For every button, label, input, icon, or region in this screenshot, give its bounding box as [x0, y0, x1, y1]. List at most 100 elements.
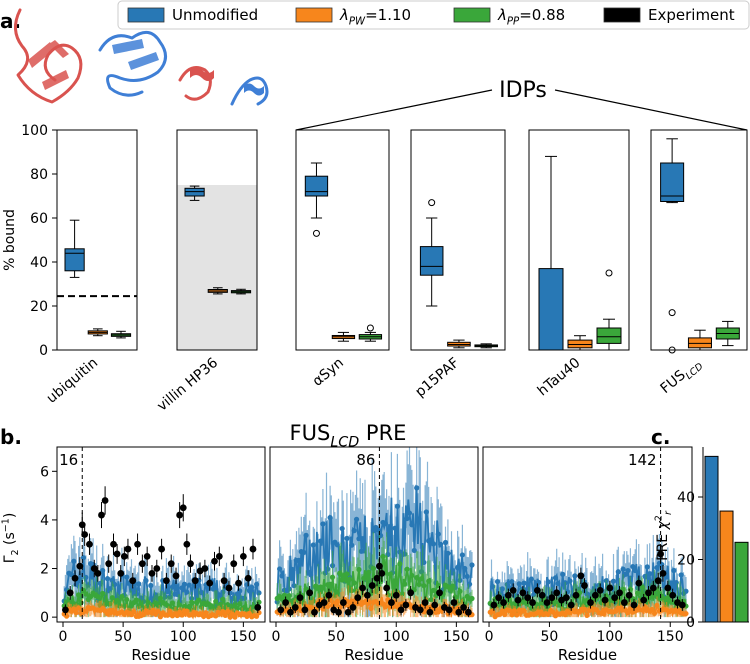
marker-unmodified — [625, 567, 631, 574]
marker-unmodified — [406, 510, 413, 516]
experiment-point — [148, 569, 156, 577]
marker-pw — [220, 609, 226, 615]
panel-label-b: b. — [0, 425, 22, 449]
marker-unmodified — [469, 562, 475, 568]
marker-pp — [186, 603, 192, 609]
marker-unmodified — [296, 557, 302, 563]
marker-unmodified — [438, 541, 444, 547]
marker-unmodified — [610, 578, 617, 584]
marker-pp — [66, 598, 72, 604]
marker-unmodified — [308, 572, 314, 578]
experiment-point — [378, 569, 386, 577]
category-panel-3: p15PAF — [410, 129, 506, 400]
marker-unmodified — [136, 581, 142, 587]
subplot-data — [61, 486, 262, 621]
experiment-point — [635, 579, 643, 587]
marker-pp — [430, 587, 437, 593]
experiment-point — [519, 589, 527, 597]
experiment-point — [562, 594, 570, 602]
marker-unmodified — [71, 558, 77, 564]
marker-pp — [365, 569, 372, 575]
marker-unmodified — [673, 580, 679, 586]
ubiquitin-sheet-icon — [28, 40, 69, 90]
experiment-point — [215, 552, 223, 560]
marker-unmodified — [279, 573, 285, 579]
marker-pw — [155, 608, 161, 614]
box-λPW=1.10 — [687, 337, 712, 349]
marker-unmodified — [344, 535, 350, 541]
marker-pp — [220, 596, 226, 602]
box-λPP=0.88 — [596, 327, 622, 344]
legend-label-2: λPP=0.88 — [497, 6, 565, 28]
experiment-point — [616, 589, 623, 597]
marker-unmodified — [339, 525, 345, 532]
marker-pw — [131, 608, 137, 615]
box-Unmodified — [419, 246, 444, 276]
experiment-point — [138, 560, 146, 568]
marker-pp — [334, 590, 340, 596]
box-outlier — [312, 229, 320, 237]
experiment-point — [349, 604, 357, 611]
experiment-point — [577, 572, 585, 580]
marker-unmodified — [620, 566, 626, 572]
marker-unmodified — [100, 567, 106, 574]
protein-structures-illustration — [14, 8, 269, 106]
marker-pw — [651, 610, 658, 616]
marker-pw — [584, 612, 590, 619]
label-site-text: 16 — [59, 451, 78, 469]
x-tick-label: 50 — [541, 629, 559, 645]
marker-unmodified — [404, 515, 410, 522]
label-site-text: 142 — [628, 451, 657, 469]
villin-structure-icon — [98, 30, 167, 97]
marker-pw — [550, 609, 556, 615]
marker-unmodified — [423, 509, 429, 515]
marker-pw — [225, 608, 231, 614]
y-tick-label: 20 — [30, 299, 48, 315]
marker-pp — [664, 595, 670, 601]
marker-unmodified — [334, 542, 340, 548]
marker-unmodified — [572, 573, 578, 579]
marker-unmodified — [143, 578, 149, 584]
marker-unmodified — [430, 541, 437, 547]
marker-unmodified — [253, 581, 260, 587]
marker-unmodified — [375, 527, 381, 533]
marker-pp — [370, 565, 376, 571]
marker-pp — [95, 594, 101, 600]
marker-pp — [421, 583, 427, 589]
marker-unmodified — [442, 539, 449, 546]
marker-pp — [346, 576, 352, 583]
marker-unmodified — [671, 567, 677, 574]
marker-pw — [157, 614, 163, 620]
marker-unmodified — [107, 586, 113, 592]
pre-subplot-2: 142 0 50 100 150 Residue — [482, 446, 693, 664]
experiment-point — [538, 591, 546, 599]
experiment-point — [187, 560, 194, 568]
marker-unmodified — [184, 589, 190, 595]
category-panel-4: hTau40 — [528, 129, 630, 399]
marker-unmodified — [181, 581, 188, 587]
x-tick-label: 100 — [596, 629, 623, 645]
marker-unmodified — [186, 582, 192, 588]
experiment-point — [529, 599, 536, 606]
marker-pw — [256, 610, 262, 616]
experiment-point — [640, 596, 648, 604]
marker-unmodified — [210, 586, 216, 592]
marker-unmodified — [303, 532, 309, 538]
marker-unmodified — [416, 516, 422, 522]
panel-label-c: c. — [651, 425, 670, 449]
experiment-point — [339, 599, 347, 606]
marker-pw — [71, 606, 77, 612]
box-Unmodified — [660, 162, 685, 202]
marker-pp — [409, 572, 415, 579]
experiment-point — [101, 497, 109, 504]
experiment-point — [490, 601, 498, 609]
marker-pw — [511, 608, 518, 614]
category-label-5: FUSLCD — [658, 355, 706, 400]
marker-unmodified — [320, 521, 326, 527]
experiment-point — [533, 587, 541, 594]
experiment-point — [143, 552, 151, 560]
y-tick-label: 6 — [40, 464, 49, 480]
marker-pw — [506, 608, 513, 614]
